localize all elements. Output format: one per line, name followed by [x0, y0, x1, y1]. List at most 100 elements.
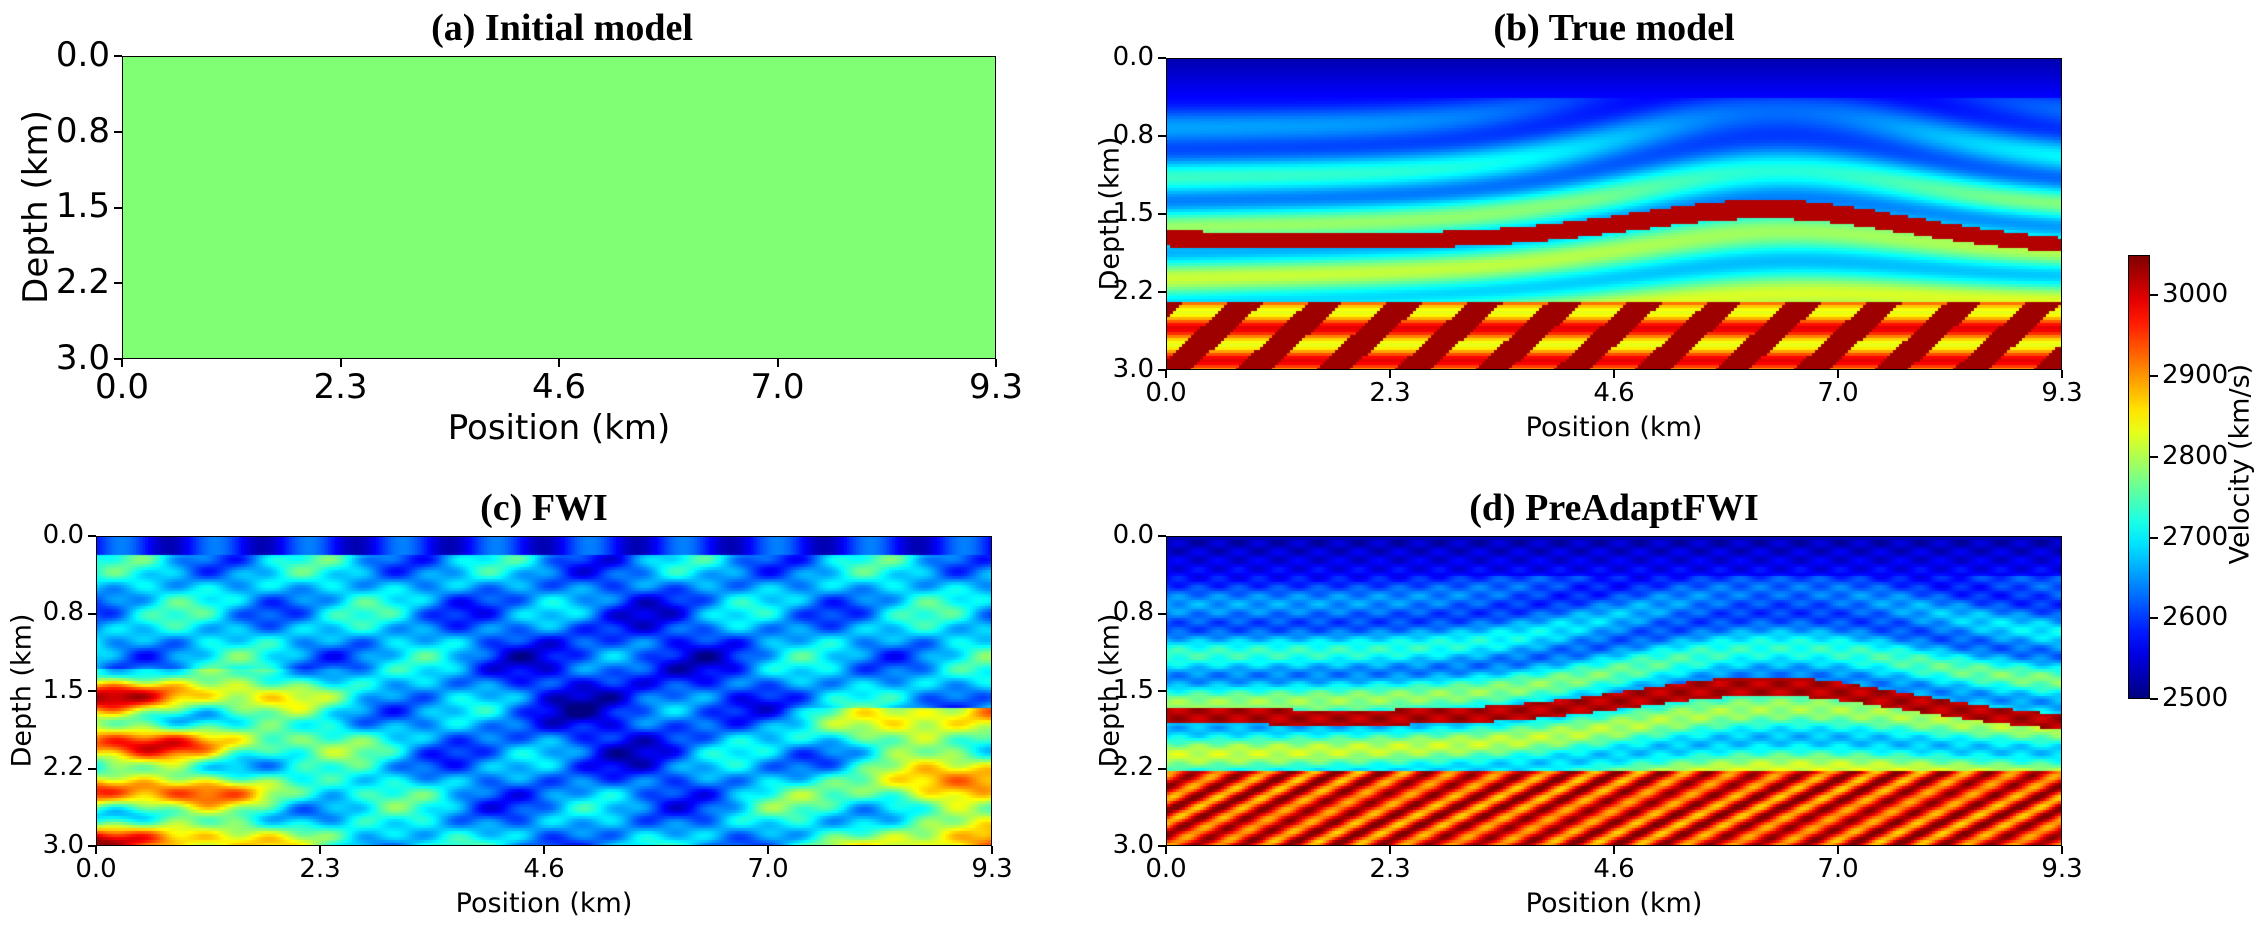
x-tick-label: 9.3 [971, 854, 1013, 884]
y-tick-label: 1.5 [42, 674, 84, 705]
y-tick-mark [1158, 213, 1166, 215]
x-tick-label: 0.0 [94, 367, 150, 407]
colorbar-tick-mark [2150, 617, 2158, 620]
x-tick-mark [319, 846, 321, 854]
x-axis-label: Position (km) [1525, 888, 1703, 919]
colorbar-tick-label: 2600 [2162, 602, 2229, 633]
heatmap-image [1167, 537, 2061, 845]
y-tick-mark [114, 130, 122, 133]
x-tick-mark [1389, 846, 1391, 854]
x-tick-mark [95, 846, 97, 854]
heatmap-plot [1166, 536, 2062, 846]
y-tick-mark [88, 535, 96, 537]
x-tick-label: 4.6 [523, 854, 565, 884]
y-tick-mark [88, 612, 96, 615]
y-tick-mark [114, 206, 122, 209]
x-tick-mark [1837, 846, 1839, 854]
colorbar-tick-mark [2150, 698, 2158, 700]
colorbar-tick-mark [2150, 455, 2158, 458]
y-tick-label: 0.0 [42, 519, 84, 550]
y-tick-mark [1158, 535, 1166, 537]
colorbar-tick-label: 3000 [2162, 279, 2229, 310]
y-tick-label: 3.0 [42, 829, 84, 860]
y-tick-mark [114, 55, 122, 57]
y-tick-label: 3.0 [55, 337, 110, 378]
y-tick-label: 2.2 [1112, 275, 1154, 306]
x-tick-label: 2.3 [313, 367, 368, 407]
x-tick-label: 9.3 [2041, 378, 2083, 408]
y-tick-label: 1.5 [1112, 674, 1154, 705]
colorbar-tick-label: 2500 [2162, 683, 2229, 713]
y-tick-label: 3.0 [1112, 353, 1154, 384]
y-axis-label: Depth (km) [1094, 613, 1126, 768]
x-tick-mark [767, 846, 769, 854]
chart-title: (a) Initial model [431, 7, 693, 49]
colorbar-tick-mark [2150, 294, 2158, 297]
x-axis-label: Position (km) [1525, 412, 1703, 443]
x-tick-mark [995, 359, 997, 367]
x-tick-mark [1613, 846, 1615, 854]
y-axis-label: Depth (km) [16, 110, 56, 304]
colorbar-tick-mark [2150, 375, 2158, 378]
x-tick-label: 2.3 [1369, 378, 1411, 408]
x-tick-mark [1837, 370, 1839, 378]
x-tick-mark [339, 359, 342, 367]
x-tick-label: 7.0 [750, 367, 805, 407]
y-tick-mark [114, 358, 122, 360]
y-tick-mark [88, 690, 96, 692]
chart-title: (b) True model [1493, 7, 1735, 49]
y-axis-label: Depth (km) [6, 613, 38, 768]
y-tick-mark [88, 845, 96, 847]
x-tick-mark [1613, 370, 1615, 378]
x-tick-label: 7.0 [747, 854, 789, 884]
y-tick-label: 2.2 [55, 262, 110, 303]
y-tick-label: 1.5 [1112, 197, 1154, 228]
colorbar-tick-label: 2900 [2162, 360, 2229, 391]
x-tick-mark [776, 359, 779, 367]
y-tick-mark [1158, 767, 1166, 770]
x-tick-mark [991, 846, 993, 854]
y-tick-mark [1158, 612, 1166, 615]
x-tick-label: 9.3 [968, 367, 1024, 407]
heatmap-plot [1166, 58, 2062, 370]
chart-title: (d) PreAdaptFWI [1469, 487, 1759, 529]
colorbar-tick-label: 2700 [2162, 521, 2229, 552]
y-tick-mark [1158, 135, 1166, 137]
x-tick-label: 4.6 [1593, 854, 1635, 884]
x-tick-mark [1389, 370, 1391, 378]
y-tick-label: 3.0 [1112, 829, 1154, 860]
x-tick-mark [2061, 846, 2063, 854]
heatmap-plot [122, 56, 996, 359]
heatmap-plot [96, 536, 992, 846]
x-tick-label: 4.6 [531, 367, 587, 407]
x-tick-mark [1165, 846, 1167, 854]
y-tick-label: 0.0 [55, 34, 110, 75]
colorbar [2128, 255, 2150, 699]
y-tick-label: 2.2 [42, 752, 84, 783]
y-tick-mark [88, 767, 96, 770]
y-tick-label: 0.8 [1112, 119, 1154, 150]
x-axis-label: Position (km) [447, 408, 671, 448]
y-tick-mark [1158, 369, 1166, 371]
colorbar-label: Velocity (km/s) [2224, 363, 2256, 565]
x-tick-mark [558, 359, 560, 367]
x-tick-label: 4.6 [1593, 378, 1635, 408]
y-tick-mark [1158, 690, 1166, 692]
y-tick-mark [1158, 845, 1166, 847]
y-tick-mark [114, 282, 122, 285]
y-tick-label: 0.0 [1112, 41, 1154, 72]
heatmap-image [1167, 59, 2061, 369]
colorbar-tick-mark [2150, 536, 2158, 539]
y-tick-label: 0.8 [1112, 597, 1154, 628]
x-tick-label: 2.3 [1369, 854, 1411, 884]
x-tick-mark [121, 359, 123, 367]
y-tick-label: 0.8 [42, 597, 84, 628]
chart-title: (c) FWI [480, 487, 608, 529]
x-tick-label: 0.0 [75, 854, 117, 884]
y-tick-label: 1.5 [55, 186, 110, 227]
x-tick-mark [2061, 370, 2063, 378]
x-tick-label: 2.3 [299, 854, 341, 884]
colorbar-tick-label: 2800 [2162, 440, 2229, 471]
x-axis-label: Position (km) [455, 888, 633, 919]
y-tick-mark [1158, 291, 1166, 293]
